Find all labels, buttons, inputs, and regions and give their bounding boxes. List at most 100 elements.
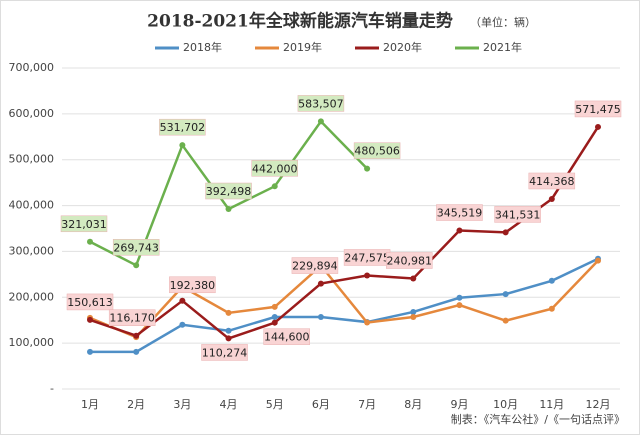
point [364, 165, 371, 172]
point [456, 302, 463, 309]
point [87, 348, 93, 355]
data-label: 571,475 [575, 103, 621, 116]
data-label: 229,894 [292, 260, 338, 273]
point [548, 277, 555, 284]
data-label: 345,519 [437, 207, 483, 220]
point [271, 303, 278, 310]
x-tick-label: 9月 [450, 398, 468, 411]
series-line [89, 259, 599, 339]
point [595, 257, 601, 264]
y-tick-label: 100,000 [9, 336, 55, 349]
data-label: 392,498 [206, 185, 252, 198]
data-label: 442,000 [252, 162, 298, 175]
label-box [263, 328, 310, 345]
point [179, 142, 186, 149]
point [133, 332, 140, 339]
x-tick-label: 2月 [127, 398, 145, 411]
legend-label: 2018年 [183, 40, 222, 54]
data-label: 150,613 [67, 296, 113, 309]
x-tick-label: 5月 [266, 398, 284, 411]
label-box [159, 118, 206, 136]
label-box [494, 206, 541, 223]
point [271, 314, 278, 321]
x-tick-label: 12月 [586, 398, 611, 411]
point [133, 348, 140, 355]
point [548, 305, 555, 312]
point [364, 272, 371, 279]
series-line [89, 126, 600, 340]
point [410, 308, 417, 315]
label-box [528, 172, 576, 190]
chart-title: 2018-2021年全球新能源汽车销量走势 [147, 11, 453, 32]
point [179, 297, 186, 304]
data-label: 321,031 [61, 218, 107, 231]
label-box [386, 252, 433, 269]
label-box [66, 293, 114, 311]
label-box [169, 276, 216, 294]
series-line [90, 257, 599, 354]
x-tick-label: 10月 [493, 398, 518, 411]
point [595, 123, 601, 130]
point [502, 229, 509, 236]
x-tick-label: 1月 [81, 398, 99, 411]
data-label: 341,531 [495, 208, 541, 221]
data-label: 144,600 [264, 331, 310, 344]
y-tick-label: 300,000 [9, 244, 55, 257]
point [456, 294, 463, 301]
data-label: 192,380 [170, 279, 216, 292]
point [317, 314, 324, 321]
label-box [108, 309, 156, 326]
y-tick-label: 600,000 [9, 107, 55, 120]
label-box [436, 204, 483, 221]
label-box [112, 239, 160, 256]
data-label: 480,506 [354, 145, 400, 158]
x-tick-label: 11月 [539, 398, 564, 411]
data-label: 531,702 [160, 121, 206, 134]
point [133, 262, 140, 269]
x-tick-label: 4月 [220, 398, 238, 411]
data-label: 247,575 [344, 251, 390, 264]
label-box [201, 344, 248, 361]
label-box [251, 160, 298, 177]
y-tick-label: 200,000 [9, 290, 55, 303]
y-tick-label: 400,000 [9, 199, 55, 212]
label-box [574, 100, 622, 118]
point [225, 309, 232, 316]
data-label: 269,743 [113, 241, 159, 254]
point [317, 118, 324, 125]
data-label: 116,170 [109, 312, 155, 325]
point [502, 291, 509, 298]
point [548, 195, 555, 202]
label-box [297, 95, 345, 112]
subtitle: （单位：辆） [470, 15, 536, 29]
data-label: 583,507 [298, 97, 344, 110]
point [225, 206, 232, 213]
label-box [205, 182, 252, 200]
label-box [353, 142, 401, 159]
legend-label: 2020年 [383, 40, 422, 54]
point [87, 238, 93, 245]
data-label: 414,368 [529, 175, 575, 188]
point [317, 280, 324, 287]
point [410, 275, 417, 282]
point [87, 316, 93, 323]
x-tick-label: 7月 [358, 398, 376, 411]
y-tick-label: - [50, 382, 54, 395]
point [271, 319, 278, 326]
label-box [60, 215, 108, 233]
data-label: 240,981 [387, 254, 433, 267]
point [502, 317, 509, 324]
label-box [291, 257, 339, 274]
point [271, 183, 278, 190]
x-tick-label: 6月 [312, 398, 330, 411]
point [179, 321, 186, 328]
x-tick-label: 8月 [404, 398, 422, 411]
y-tick-label: 700,000 [9, 61, 55, 74]
point [364, 319, 371, 326]
legend-label: 2021年 [483, 40, 522, 54]
point [225, 335, 232, 342]
source: 制表：《汽车公社》/《一句话点评》 [451, 412, 625, 426]
data-label: 110,274 [202, 346, 248, 359]
y-tick-label: 500,000 [9, 153, 55, 166]
